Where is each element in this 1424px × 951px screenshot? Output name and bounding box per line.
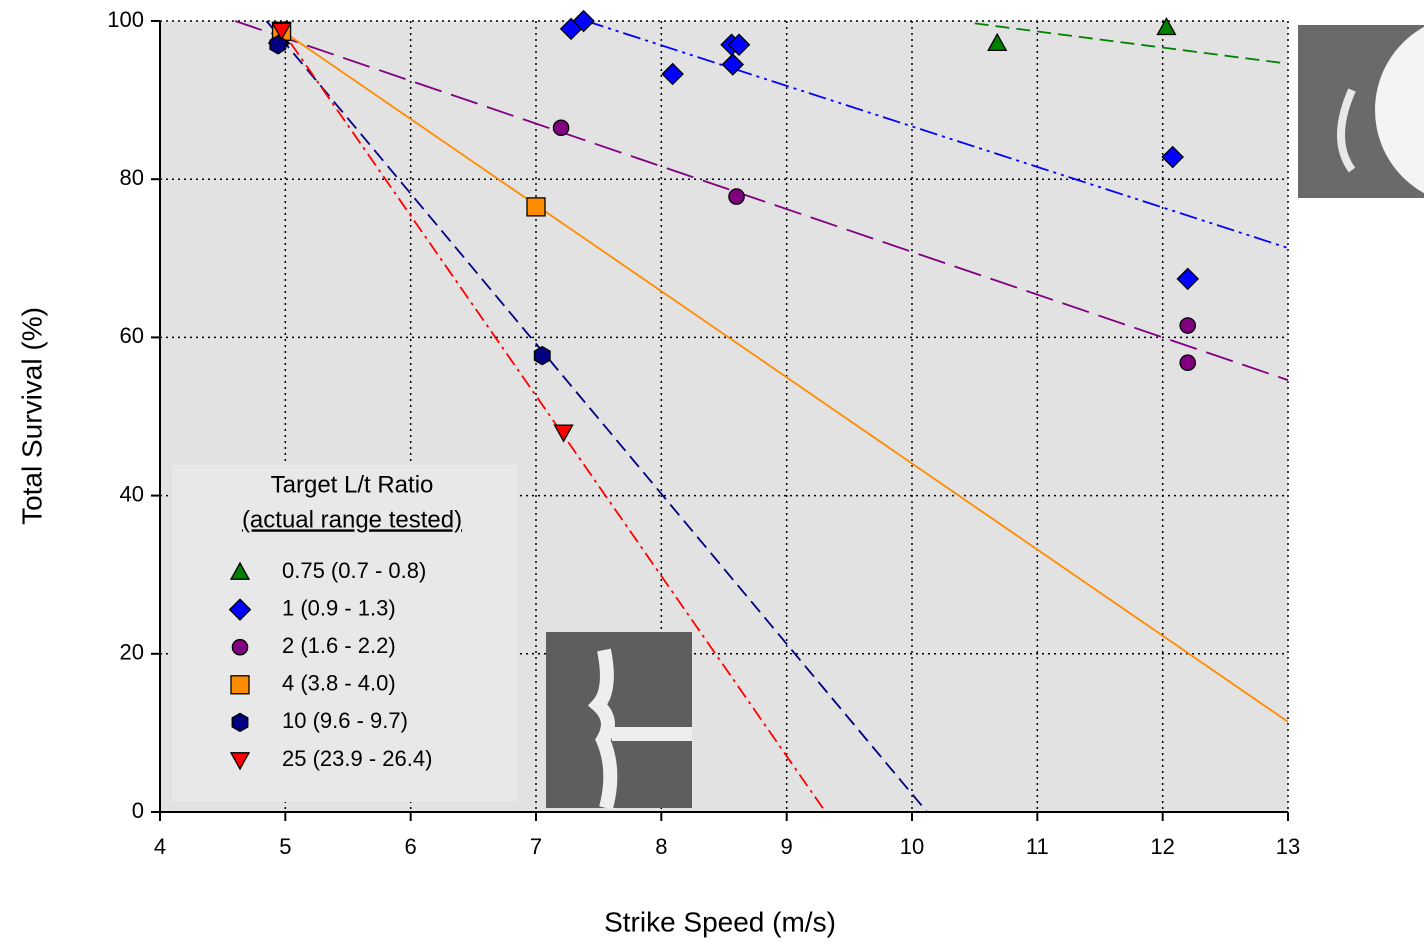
y-tick-label: 40 bbox=[120, 481, 144, 506]
x-tick-label: 12 bbox=[1150, 834, 1174, 859]
markers bbox=[267, 9, 1200, 443]
x-tick-label: 6 bbox=[405, 834, 417, 859]
marker bbox=[269, 34, 287, 55]
trend-line bbox=[974, 22, 1289, 65]
marker bbox=[1179, 354, 1197, 372]
y-tick-label: 100 bbox=[107, 7, 144, 32]
marker bbox=[231, 712, 249, 733]
trend-line bbox=[234, 20, 1289, 381]
marker bbox=[231, 638, 249, 656]
x-tick-label: 8 bbox=[655, 834, 667, 859]
trend-lines bbox=[234, 20, 1289, 813]
trend-line bbox=[265, 20, 928, 813]
legend-label: 4 (3.8 - 4.0) bbox=[282, 671, 396, 696]
x-tick-label: 9 bbox=[781, 834, 793, 859]
marker bbox=[1156, 16, 1177, 36]
marker bbox=[229, 752, 251, 771]
photo-top-right bbox=[1298, 25, 1424, 198]
marker bbox=[1179, 317, 1197, 334]
legend-label: 25 (23.9 - 26.4) bbox=[282, 746, 432, 771]
trend-line bbox=[274, 20, 827, 813]
photo-bottom bbox=[546, 632, 692, 810]
y-tick-label: 60 bbox=[120, 323, 144, 348]
legend-box bbox=[172, 465, 517, 802]
x-tick-label: 10 bbox=[900, 834, 924, 859]
x-tick-label: 5 bbox=[279, 834, 291, 859]
y-tick-label: 20 bbox=[120, 640, 144, 665]
x-axis-label: Strike Speed (m/s) bbox=[604, 906, 836, 937]
marker bbox=[1176, 267, 1200, 291]
legend-title: Target L/t Ratio bbox=[271, 471, 434, 498]
marker bbox=[1161, 145, 1184, 169]
legend-label: 10 (9.6 - 9.7) bbox=[282, 708, 408, 733]
marker bbox=[228, 598, 252, 621]
trend-line bbox=[585, 20, 1289, 249]
y-tick-label: 0 bbox=[132, 798, 144, 823]
marker bbox=[721, 53, 745, 76]
marker bbox=[661, 62, 684, 86]
marker bbox=[526, 197, 546, 217]
legend-label: 1 (0.9 - 1.3) bbox=[282, 595, 396, 620]
marker bbox=[727, 33, 751, 56]
marker bbox=[553, 424, 574, 443]
axes bbox=[151, 20, 1289, 821]
marker bbox=[572, 9, 595, 33]
legend-label: 0.75 (0.7 - 0.8) bbox=[282, 558, 426, 583]
marker bbox=[728, 188, 745, 205]
legend-subtitle: (actual range tested) bbox=[242, 506, 462, 533]
trend-line bbox=[284, 32, 1289, 723]
x-tick-label: 4 bbox=[154, 834, 166, 859]
marker bbox=[533, 345, 551, 366]
y-axis-label: Total Survival (%) bbox=[16, 307, 47, 525]
x-tick-label: 7 bbox=[530, 834, 542, 859]
x-tick-label: 11 bbox=[1026, 834, 1049, 859]
legend-label: 2 (1.6 - 2.2) bbox=[282, 633, 396, 658]
marker bbox=[552, 119, 570, 137]
marker bbox=[230, 675, 250, 695]
marker bbox=[229, 561, 251, 580]
x-tick-label: 13 bbox=[1276, 834, 1300, 859]
marker bbox=[987, 32, 1008, 51]
marker bbox=[271, 22, 292, 41]
y-tick-label: 80 bbox=[120, 165, 144, 190]
